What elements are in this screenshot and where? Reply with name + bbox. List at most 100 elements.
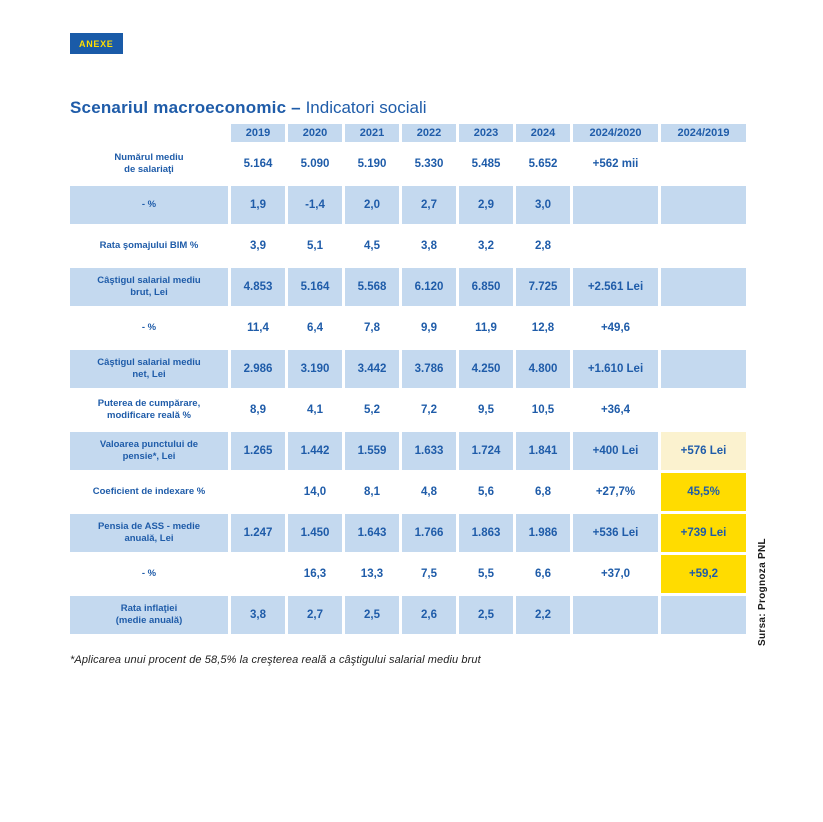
row-label: Pensia de ASS - medie anuală, Lei [70, 514, 228, 552]
value-cell: +536 Lei [573, 514, 658, 552]
row-label: Rata şomajului BIM % [99, 239, 199, 251]
table-row: Valoarea punctului de pensie*, Lei 1.265 1… [70, 432, 746, 470]
value-cell: 4.250 [459, 350, 513, 388]
table-row: Câştigul salarial mediu net, Lei 2.986 3.1… [70, 350, 746, 388]
value-cell: 11,4 [247, 322, 269, 334]
value-cell: 5.190 [357, 158, 387, 170]
value-cell: 3.786 [402, 350, 456, 388]
value-cell: 11,9 [475, 322, 497, 334]
value-cell: 45,5% [661, 473, 746, 511]
row-label: - % [70, 186, 228, 224]
value-cell: 1.450 [288, 514, 342, 552]
value-cell: 1.643 [345, 514, 399, 552]
value-cell [573, 186, 658, 224]
col-header-2021: 2021 [345, 124, 399, 142]
value-cell: +562 mii [592, 158, 639, 170]
table-row: Numărul mediu de salariaţi 5.164 5.090 5.19… [70, 145, 746, 183]
value-cell: 2,7 [288, 596, 342, 634]
value-cell: 1.724 [459, 432, 513, 470]
value-cell: 12,8 [531, 322, 555, 334]
page-title: Scenariul macroeconomic – Indicatori soc… [70, 98, 427, 118]
col-header-2023: 2023 [459, 124, 513, 142]
value-cell: -1,4 [288, 186, 342, 224]
value-cell: 9,5 [478, 404, 494, 416]
row-label: Valoarea punctului de pensie*, Lei [70, 432, 228, 470]
table-row: Puterea de cumpărare, modificare reală %… [70, 391, 746, 429]
value-cell: +59,2 [661, 555, 746, 593]
value-cell [661, 350, 746, 388]
value-cell: 3,9 [250, 240, 266, 252]
value-cell: 4.853 [231, 268, 285, 306]
value-cell [573, 227, 658, 265]
value-cell: 10,5 [531, 404, 555, 416]
value-cell: 1.766 [402, 514, 456, 552]
value-cell [661, 186, 746, 224]
value-cell [231, 473, 285, 511]
row-label: - % [141, 321, 157, 333]
value-cell: 2,2 [516, 596, 570, 634]
value-cell: 5,1 [307, 240, 323, 252]
page-title-bold: Scenariul macroeconomic – [70, 98, 301, 117]
value-cell: 3,8 [231, 596, 285, 634]
col-header-2024: 2024 [516, 124, 570, 142]
table-row: Pensia de ASS - medie anuală, Lei 1.247 1.… [70, 514, 746, 552]
value-cell: +49,6 [600, 322, 631, 334]
col-header-2020: 2020 [288, 124, 342, 142]
value-cell: 2,5 [345, 596, 399, 634]
anexe-badge: ANEXE [70, 33, 123, 54]
value-cell: 8,1 [364, 486, 380, 498]
value-cell [573, 596, 658, 634]
value-cell: 5,5 [478, 568, 494, 580]
value-cell: 1.442 [288, 432, 342, 470]
value-cell: 1.265 [231, 432, 285, 470]
value-cell: 6,6 [535, 568, 551, 580]
header-row: 2019 2020 2021 2022 2023 2024 2024/2020 2024/20… [70, 124, 746, 142]
table-row: Rata inflaţiei (medie anuală) 3,8 2,7 2,5 2,… [70, 596, 746, 634]
row-label: Rata inflaţiei (medie anuală) [70, 596, 228, 634]
value-cell: 9,9 [421, 322, 437, 334]
value-cell: 5.090 [300, 158, 330, 170]
value-cell [661, 268, 746, 306]
value-cell [661, 391, 746, 429]
row-label: Coeficient de indexare % [92, 485, 206, 497]
value-cell [661, 227, 746, 265]
source-note: Sursa: Prognoza PNL [757, 538, 768, 646]
value-cell: 4.800 [516, 350, 570, 388]
value-cell: 4,5 [364, 240, 380, 252]
table-row: Rata şomajului BIM % 3,9 5,1 4,5 3,8 3,2 2,8 [70, 227, 746, 265]
row-label: Câştigul salarial mediu brut, Lei [70, 268, 228, 306]
value-cell: +400 Lei [573, 432, 658, 470]
value-cell: 5.568 [345, 268, 399, 306]
col-header-2022: 2022 [402, 124, 456, 142]
table-row: - % 1,9 -1,4 2,0 2,7 2,9 3,0 [70, 186, 746, 224]
page-title-light: Indicatori sociali [305, 98, 427, 117]
value-cell: +1.610 Lei [573, 350, 658, 388]
value-cell: 5,2 [364, 404, 380, 416]
value-cell: +36,4 [600, 404, 631, 416]
value-cell: 1.247 [231, 514, 285, 552]
value-cell: 4,8 [421, 486, 437, 498]
row-label: Numărul mediu de salariaţi [114, 151, 184, 175]
value-cell: 5.652 [528, 158, 558, 170]
value-cell: 1.986 [516, 514, 570, 552]
value-cell: 3,8 [421, 240, 437, 252]
table-row: - % 11,4 6,4 7,8 9,9 11,9 12,8 +49,6 [70, 309, 746, 347]
value-cell: 7,8 [364, 322, 380, 334]
value-cell: 2.986 [231, 350, 285, 388]
value-cell: 7,5 [421, 568, 437, 580]
col-header-2024-2020: 2024/2020 [573, 124, 658, 142]
value-cell: 2,0 [345, 186, 399, 224]
value-cell: 7.725 [516, 268, 570, 306]
value-cell [661, 596, 746, 634]
footnote: *Aplicarea unui procent de 58,5% la creş… [70, 654, 481, 666]
value-cell: 1,9 [231, 186, 285, 224]
value-cell: 3.190 [288, 350, 342, 388]
value-cell: 5.330 [414, 158, 444, 170]
value-cell: 6.850 [459, 268, 513, 306]
col-header-2024-2019: 2024/2019 [661, 124, 746, 142]
indicators-table: 2019 2020 2021 2022 2023 2024 2024/2020 2024/20… [67, 121, 749, 637]
value-cell: 2,5 [459, 596, 513, 634]
value-cell: 14,0 [303, 486, 327, 498]
value-cell: 6,4 [307, 322, 323, 334]
value-cell: +27,7% [595, 486, 636, 498]
